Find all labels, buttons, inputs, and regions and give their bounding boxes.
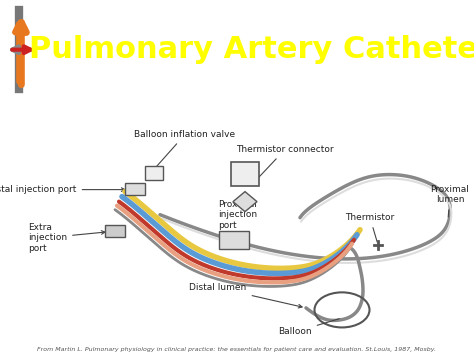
FancyBboxPatch shape	[105, 225, 125, 237]
Text: Proximal
lumen: Proximal lumen	[430, 185, 469, 217]
FancyBboxPatch shape	[125, 182, 145, 195]
Text: Pulmonary Artery Catheter: Pulmonary Artery Catheter	[29, 35, 474, 64]
Text: Balloon inflation valve: Balloon inflation valve	[135, 130, 236, 169]
Text: Distal lumen: Distal lumen	[190, 283, 302, 308]
Text: Balloon: Balloon	[278, 319, 339, 337]
Text: Thermistor: Thermistor	[346, 213, 395, 242]
FancyBboxPatch shape	[219, 231, 249, 249]
Text: Extra
injection
port: Extra injection port	[28, 223, 105, 253]
Text: Thermistor connector: Thermistor connector	[236, 145, 334, 185]
Text: From Martin L. Pulmonary physiology in clinical practice: the essentials for pat: From Martin L. Pulmonary physiology in c…	[37, 348, 437, 353]
Text: Distal injection port: Distal injection port	[0, 185, 125, 194]
FancyBboxPatch shape	[145, 165, 163, 180]
FancyBboxPatch shape	[231, 162, 259, 186]
Polygon shape	[233, 192, 257, 212]
Text: Proximal
injection
port: Proximal injection port	[218, 200, 257, 236]
